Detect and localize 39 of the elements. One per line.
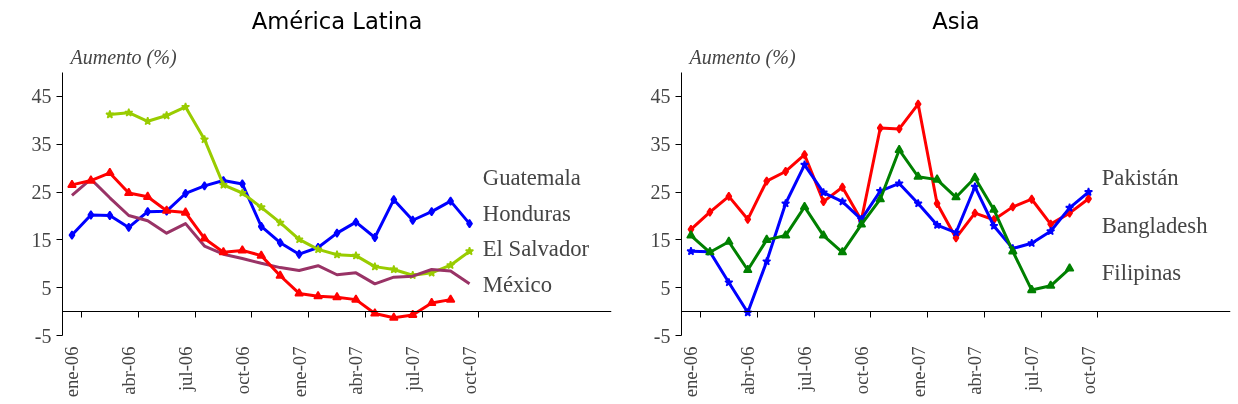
y-axis-title: Aumento (%): [687, 45, 796, 69]
x-tick-label: jul-07: [1021, 346, 1043, 393]
x-tick-label: abr-07: [964, 346, 986, 395]
x-tick-label: oct-07: [1078, 346, 1100, 395]
y-axis-title: Aumento (%): [68, 45, 177, 69]
x-tick-label: jul-07: [402, 346, 424, 393]
series-label: Bangladesh: [1101, 212, 1209, 238]
y-tick-label: 45: [31, 85, 52, 108]
y-tick-label: 35: [650, 133, 671, 156]
series-label: Honduras: [482, 200, 571, 226]
x-tick-label: oct-07: [459, 346, 481, 395]
y-tick-label: 15: [31, 228, 52, 251]
x-tick-label: oct-06: [231, 346, 253, 395]
y-tick-label: 5: [41, 276, 52, 299]
y-tick-label: 25: [31, 181, 52, 204]
x-tick-label: ene-07: [288, 346, 310, 398]
y-tick-label: 35: [31, 133, 52, 156]
y-tick-label: -5: [34, 324, 52, 347]
x-tick-label: jul-06: [794, 346, 816, 393]
series-label: México: [482, 271, 552, 297]
x-tick-label: abr-06: [118, 346, 140, 395]
chart-title: América Latina: [251, 7, 423, 34]
x-tick-label: oct-06: [850, 346, 872, 395]
x-tick-label: abr-07: [345, 346, 367, 395]
x-tick-label: abr-06: [737, 346, 759, 395]
y-tick-label: -5: [653, 324, 671, 347]
series-label: El Salvador: [482, 236, 590, 262]
series-label: Filipinas: [1101, 259, 1182, 285]
x-tick-label: ene-06: [61, 346, 83, 398]
y-tick-label: 25: [650, 181, 671, 204]
y-tick-label: 5: [660, 276, 671, 299]
x-tick-label: jul-06: [175, 346, 197, 393]
x-tick-label: ene-07: [907, 346, 929, 398]
x-tick-label: ene-06: [680, 346, 702, 398]
chart-title: Asia: [932, 7, 980, 34]
series-label: Guatemala: [482, 165, 581, 191]
y-tick-label: 15: [650, 228, 671, 251]
y-tick-label: 45: [650, 85, 671, 108]
series-label: Pakistán: [1101, 165, 1179, 191]
